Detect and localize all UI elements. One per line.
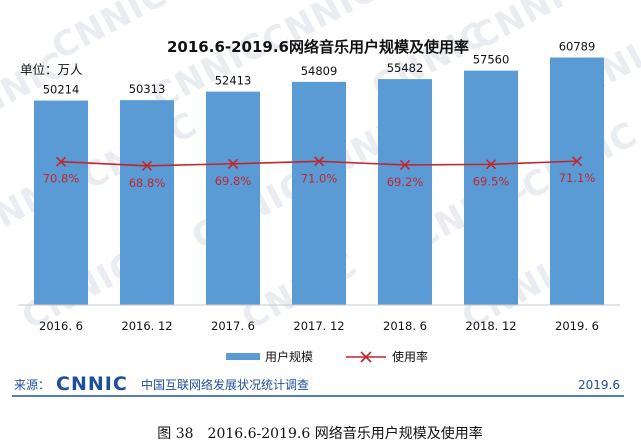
- legend-bar-swatch: [226, 353, 260, 360]
- bar-value-label-2: 52413: [215, 74, 252, 88]
- unit-label: 单位：万人: [20, 62, 83, 77]
- rate-value-label-4: 69.2%: [387, 175, 424, 189]
- bar-value-label-4: 55482: [387, 61, 424, 75]
- rate-series: [55, 156, 583, 171]
- source-label: 来源：: [14, 378, 50, 392]
- legend-bar-label: 用户规模: [265, 349, 313, 364]
- cnnic-logo: CNNIC: [56, 373, 128, 395]
- rate-value-labels: 70.8% 68.8% 69.8% 71.0% 69.2% 69.5% 71.1%: [43, 171, 596, 190]
- rate-marker-6: [571, 156, 583, 167]
- rate-marker-3: [313, 156, 325, 167]
- rate-marker-0: [55, 156, 67, 167]
- rate-marker-4: [399, 159, 411, 171]
- bar-value-labels: 50214 50313 52413 54809 55482 57560 60789: [43, 40, 596, 97]
- bar-value-label-0: 50214: [43, 83, 80, 97]
- x-tick-label-0: 2016. 6: [39, 319, 83, 333]
- rate-value-label-5: 69.5%: [473, 174, 510, 188]
- bar-1: [120, 100, 174, 306]
- bar-3: [292, 81, 346, 306]
- bar-value-label-3: 54809: [301, 64, 338, 78]
- watermark-1: CNNIC: [45, 0, 174, 68]
- bar-4: [378, 79, 432, 305]
- legend: 用户规模 使用率: [226, 349, 428, 364]
- x-tick-label-1: 2016. 12: [121, 319, 172, 333]
- rate-marker-2: [227, 158, 239, 169]
- bar-value-label-6: 60789: [559, 40, 596, 54]
- chart-title: 2016.6-2019.6网络音乐用户规模及使用率: [167, 38, 469, 56]
- rate-value-label-6: 71.1%: [559, 171, 596, 185]
- bar-value-label-5: 57560: [473, 53, 510, 67]
- x-tick-label-5: 2018. 12: [465, 319, 516, 333]
- legend-line-marker: [360, 351, 372, 363]
- rate-marker-5: [485, 159, 497, 170]
- rate-marker-1: [141, 160, 153, 171]
- legend-line-label: 使用率: [392, 349, 428, 364]
- rate-value-label-0: 70.8%: [43, 172, 80, 186]
- rate-value-label-1: 68.8%: [129, 176, 166, 190]
- bar-2: [206, 91, 260, 305]
- source-date: 2019.6: [578, 378, 620, 392]
- bar-6: [550, 57, 604, 306]
- source-org: 中国互联网络发展状况统计调查: [141, 377, 309, 392]
- x-tick-label-4: 2018. 6: [383, 319, 427, 333]
- bar-5: [464, 70, 518, 305]
- cnnic-logo-text: CNNIC: [56, 373, 128, 395]
- x-tick-label-6: 2019. 6: [555, 319, 599, 333]
- rate-value-label-2: 69.8%: [215, 174, 252, 188]
- x-tick-label-3: 2017. 12: [293, 319, 344, 333]
- rate-value-label-3: 71.0%: [301, 171, 338, 185]
- x-tick-label-2: 2017. 6: [211, 319, 255, 333]
- bar-value-label-1: 50313: [129, 82, 166, 96]
- bar-0: [34, 100, 88, 306]
- bar-series: [34, 57, 604, 306]
- figure-caption: 图 38 2016.6-2019.6 网络音乐用户规模及使用率: [157, 425, 482, 442]
- x-tick-labels: 2016. 6 2016. 12 2017. 6 2017. 12 2018. 6 201…: [39, 319, 599, 333]
